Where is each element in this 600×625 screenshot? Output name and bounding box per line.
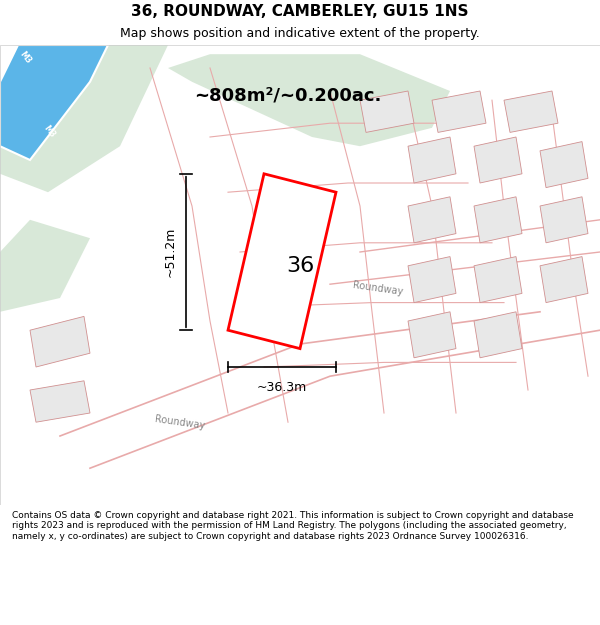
Text: M3: M3 bbox=[42, 123, 57, 139]
Text: 36, ROUNDWAY, CAMBERLEY, GU15 1NS: 36, ROUNDWAY, CAMBERLEY, GU15 1NS bbox=[131, 4, 469, 19]
Polygon shape bbox=[0, 45, 168, 192]
Text: ~36.3m: ~36.3m bbox=[257, 381, 307, 394]
Polygon shape bbox=[540, 257, 588, 302]
Polygon shape bbox=[30, 381, 90, 423]
Polygon shape bbox=[474, 257, 522, 302]
Text: Contains OS data © Crown copyright and database right 2021. This information is : Contains OS data © Crown copyright and d… bbox=[12, 511, 574, 541]
Polygon shape bbox=[474, 137, 522, 183]
Polygon shape bbox=[30, 316, 90, 367]
Polygon shape bbox=[540, 197, 588, 242]
Polygon shape bbox=[432, 91, 486, 132]
Polygon shape bbox=[0, 220, 90, 312]
Polygon shape bbox=[474, 312, 522, 358]
Polygon shape bbox=[168, 54, 450, 146]
Polygon shape bbox=[0, 45, 108, 160]
Text: 36: 36 bbox=[286, 256, 314, 276]
Text: ~808m²/~0.200ac.: ~808m²/~0.200ac. bbox=[194, 87, 382, 104]
Polygon shape bbox=[408, 137, 456, 183]
Text: Map shows position and indicative extent of the property.: Map shows position and indicative extent… bbox=[120, 28, 480, 40]
Polygon shape bbox=[360, 91, 414, 132]
Text: Roundway: Roundway bbox=[154, 414, 206, 431]
Text: M3: M3 bbox=[18, 49, 33, 66]
Polygon shape bbox=[504, 91, 558, 132]
Polygon shape bbox=[474, 197, 522, 242]
Text: Roundway: Roundway bbox=[352, 281, 404, 298]
Polygon shape bbox=[408, 197, 456, 242]
Polygon shape bbox=[540, 142, 588, 188]
Polygon shape bbox=[408, 312, 456, 358]
Polygon shape bbox=[408, 257, 456, 302]
Polygon shape bbox=[228, 174, 336, 349]
Text: ~51.2m: ~51.2m bbox=[164, 227, 177, 278]
